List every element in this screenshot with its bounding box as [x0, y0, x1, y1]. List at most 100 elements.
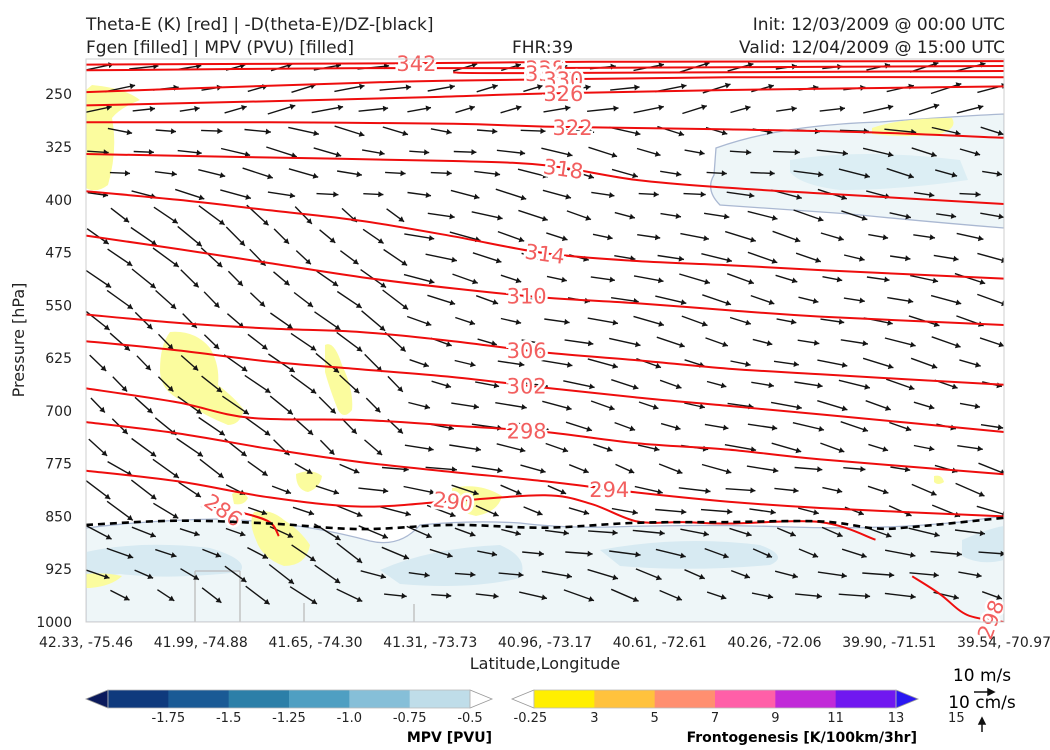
wind-vector: [751, 381, 774, 389]
wind-vector: [386, 208, 405, 223]
wind-vector: [202, 548, 222, 558]
wind-vector: [157, 589, 175, 602]
wind-vector: [838, 593, 871, 599]
colorbar-segment: [654, 690, 716, 708]
wind-vector: [198, 169, 226, 179]
wind-vector: [86, 269, 112, 289]
wind-vector: [795, 252, 822, 263]
wind-vector: [475, 295, 499, 305]
wind-vector: [520, 464, 546, 474]
wind-vector: [547, 485, 567, 495]
wind-vector: [752, 338, 773, 347]
wind-vector: [290, 374, 317, 394]
mpv-region-lower: [86, 515, 1004, 622]
colorbar-tick-label: -0.25: [514, 711, 548, 726]
wind-vector: [247, 333, 268, 351]
wind-vector: [496, 149, 526, 156]
y-tick-label: 325: [45, 140, 72, 156]
wind-vector: [819, 105, 846, 112]
wind-vector: [225, 226, 246, 247]
wind-vector: [798, 548, 819, 558]
wind-vector: [889, 255, 911, 262]
wind-vector: [930, 550, 962, 557]
y-axis-label: Pressure [hPa]: [9, 283, 28, 398]
wind-vector: [224, 105, 247, 114]
wind-vector: [838, 379, 871, 390]
wind-vector: [822, 486, 843, 494]
theta-e-label-294: 294: [589, 478, 629, 502]
wind-vector: [90, 397, 106, 413]
wind-vector: [523, 296, 543, 304]
wind-vector: [198, 416, 226, 436]
wind-vector: [247, 546, 269, 560]
wind-vector: [86, 104, 112, 113]
wind-vector: [776, 318, 797, 325]
wind-vector: [242, 167, 274, 180]
wind-vector: [660, 212, 682, 219]
wind-vector: [660, 422, 681, 431]
wind-vector: [155, 548, 177, 558]
wind-vector: [220, 147, 251, 158]
wind-vector: [774, 570, 798, 579]
wind-vector: [959, 402, 981, 410]
wind-vector: [655, 548, 686, 559]
wind-vector: [794, 381, 823, 389]
wind-vector: [611, 168, 638, 179]
wind-vector: [913, 444, 935, 452]
wind-vector: [404, 233, 435, 241]
wind-vector: [271, 485, 292, 495]
wind-vector: [406, 315, 432, 327]
wind-vector: [730, 105, 751, 114]
wind-vector: [820, 442, 845, 453]
wind-vector: [982, 170, 1003, 177]
wind-vector: [930, 294, 962, 306]
wind-vector: [313, 147, 342, 158]
forecast-hour: FHR:39: [512, 38, 574, 58]
wind-vector: [868, 233, 889, 241]
wind-vector: [700, 508, 733, 515]
colorbar-extend-right: [469, 689, 494, 709]
colorbar-extend-left: [84, 689, 109, 709]
wind-vector: [655, 508, 687, 515]
wind-vector: [866, 276, 890, 283]
wind-vector: [543, 105, 571, 113]
wind-vector: [180, 354, 199, 372]
x-tick-label: 39.54, -70.97: [957, 635, 1050, 651]
wind-vector: [776, 105, 797, 112]
colorbar-segment: [715, 690, 776, 708]
wind-vector: [746, 465, 779, 474]
wind-vector: [909, 572, 939, 578]
y-axis: 250 325 400 475 550 625 700 775 850 925 1000: [36, 87, 72, 631]
wind-vector: [431, 380, 452, 389]
y-tick-label: 625: [45, 351, 72, 367]
wind-vector: [542, 400, 572, 411]
wind-vector: [931, 126, 961, 136]
theta-e-contour-310: [86, 234, 1004, 326]
wind-vector: [334, 125, 365, 137]
ref-vector-horizontal-label: 10 m/s: [953, 666, 1011, 686]
fgen-region-bottom-left: [86, 573, 122, 588]
wind-vector: [319, 229, 336, 244]
wind-vector: [385, 170, 406, 177]
wind-vector: [407, 105, 432, 113]
wind-vector: [220, 189, 252, 200]
theta-e-contour-318: [86, 153, 1004, 205]
wind-vector: [752, 548, 773, 558]
wind-vector: [908, 103, 940, 116]
wind-vector: [794, 466, 823, 473]
wind-vector: [702, 82, 731, 94]
wind-vector: [911, 147, 937, 158]
fgen-region-small-3: [934, 475, 944, 484]
wind-vector: [730, 360, 751, 367]
wind-vector: [884, 592, 916, 600]
wind-vector: [316, 191, 339, 198]
mpv-colorbar: -1.75 -1.5 -1.25 -1.0 -0.75 -0.5 -0.25: [84, 689, 548, 726]
colorbar-segment: [409, 690, 471, 708]
wind-vector: [109, 170, 131, 177]
wind-vector: [632, 529, 665, 536]
wind-vector: [678, 487, 711, 494]
wind-vector: [706, 380, 727, 389]
wind-vector: [956, 232, 984, 242]
wind-vector: [724, 230, 757, 243]
colorbar-tick-label: 9: [771, 711, 779, 726]
